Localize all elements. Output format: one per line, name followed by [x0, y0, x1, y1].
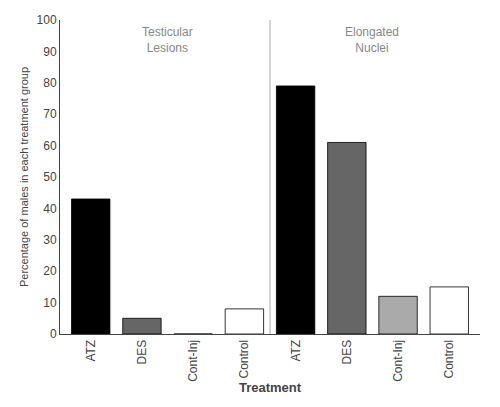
- svg-text:90: 90: [43, 45, 57, 59]
- svg-text:Control: Control: [237, 340, 251, 379]
- svg-text:ATZ: ATZ: [84, 340, 98, 362]
- svg-text:ElongatedNuclei: ElongatedNuclei: [345, 25, 399, 55]
- svg-text:Treatment: Treatment: [239, 380, 302, 395]
- svg-text:30: 30: [43, 233, 57, 247]
- svg-text:10: 10: [43, 296, 57, 310]
- svg-text:Control: Control: [442, 340, 456, 379]
- svg-text:40: 40: [43, 202, 57, 216]
- svg-text:100: 100: [37, 13, 57, 27]
- svg-text:Cont-Inj: Cont-Inj: [391, 340, 405, 382]
- svg-text:Percentage of males in each tr: Percentage of males in each treatment gr…: [18, 67, 30, 287]
- svg-text:ATZ: ATZ: [289, 340, 303, 362]
- svg-text:60: 60: [43, 139, 57, 153]
- svg-text:70: 70: [43, 107, 57, 121]
- svg-text:DES: DES: [135, 340, 149, 365]
- svg-text:Cont-Inj: Cont-Inj: [186, 340, 200, 382]
- svg-text:TesticularLesions: TesticularLesions: [142, 25, 193, 55]
- svg-text:20: 20: [43, 264, 57, 278]
- svg-text:50: 50: [43, 170, 57, 184]
- svg-text:0: 0: [50, 327, 57, 341]
- svg-text:80: 80: [43, 76, 57, 90]
- svg-text:DES: DES: [340, 340, 354, 365]
